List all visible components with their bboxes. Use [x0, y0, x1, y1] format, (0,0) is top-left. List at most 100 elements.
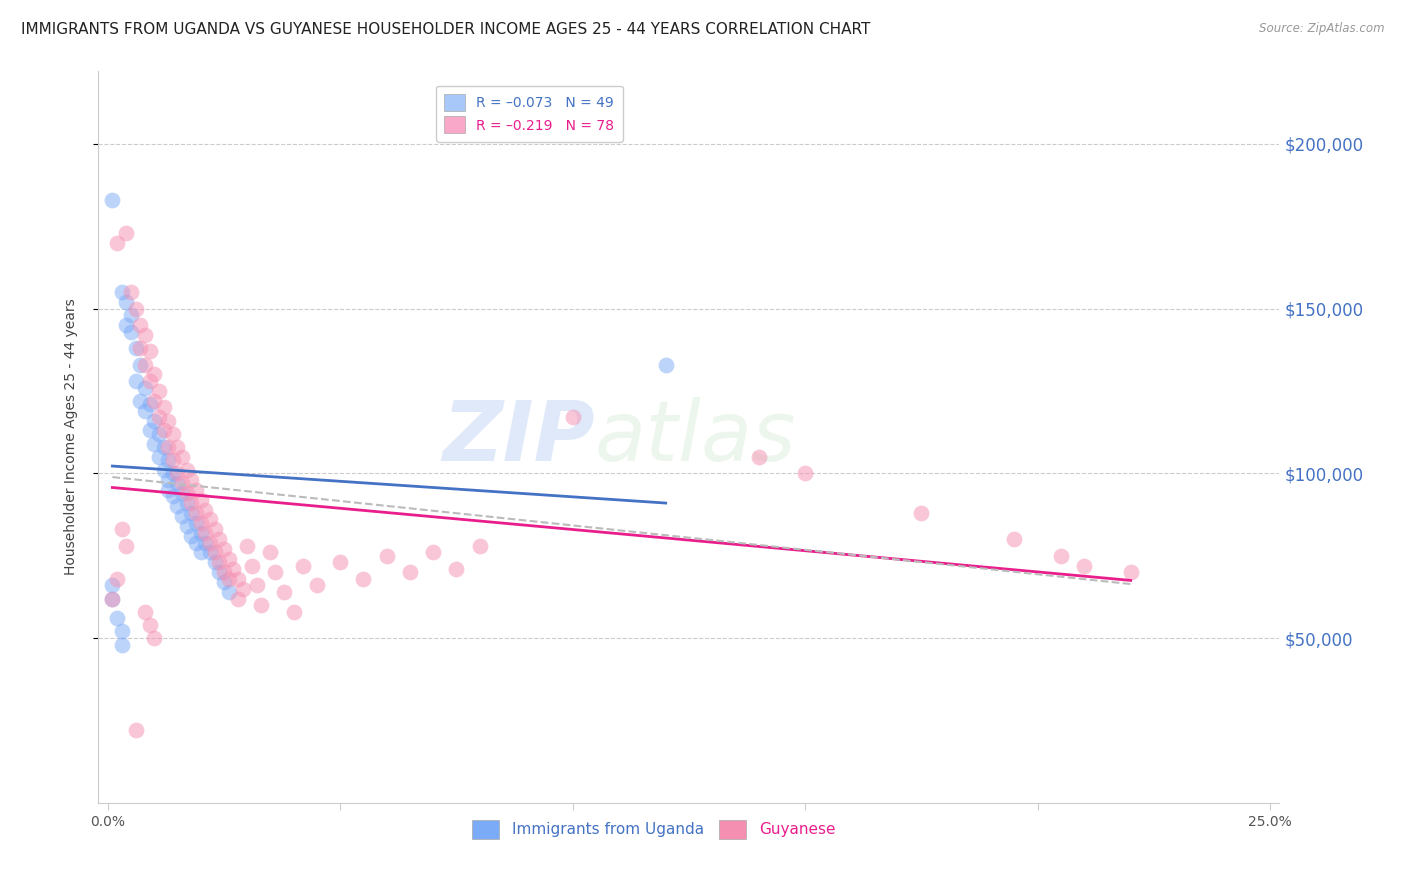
Point [138, 424, 160, 438]
Text: ZIP: ZIP [441, 397, 595, 477]
Point [176, 486, 198, 500]
Point [129, 358, 152, 372]
Point [226, 572, 249, 586]
Point [148, 410, 170, 425]
Point [1050, 549, 1073, 563]
Point [190, 492, 212, 507]
Point [105, 235, 128, 250]
Point [468, 539, 491, 553]
Point [194, 502, 217, 516]
Point [180, 496, 202, 510]
Point [226, 591, 249, 606]
Point [134, 403, 156, 417]
Point [148, 450, 170, 464]
Point [101, 591, 124, 606]
Point [204, 545, 226, 559]
Point [124, 374, 146, 388]
Point [152, 424, 174, 438]
Point [218, 552, 240, 566]
Point [250, 598, 273, 612]
Point [111, 624, 134, 639]
Point [101, 193, 124, 207]
Point [115, 539, 138, 553]
Point [134, 381, 156, 395]
Point [654, 358, 676, 372]
Point [152, 463, 174, 477]
Point [111, 522, 134, 536]
Text: atlas: atlas [595, 397, 796, 477]
Point [204, 522, 226, 536]
Point [143, 368, 166, 382]
Point [190, 525, 212, 540]
Point [198, 535, 221, 549]
Point [910, 506, 932, 520]
Point [129, 393, 152, 408]
Point [152, 401, 174, 415]
Point [129, 318, 152, 332]
Point [138, 374, 160, 388]
Point [162, 489, 184, 503]
Point [218, 572, 240, 586]
Point [138, 397, 160, 411]
Point [180, 473, 202, 487]
Y-axis label: Householder Income Ages 25 - 44 years: Householder Income Ages 25 - 44 years [63, 299, 77, 575]
Point [184, 516, 207, 530]
Point [115, 226, 138, 240]
Text: IMMIGRANTS FROM UGANDA VS GUYANESE HOUSEHOLDER INCOME AGES 25 - 44 YEARS CORRELA: IMMIGRANTS FROM UGANDA VS GUYANESE HOUSE… [21, 22, 870, 37]
Point [143, 414, 166, 428]
Point [176, 519, 198, 533]
Point [292, 558, 315, 573]
Point [105, 572, 128, 586]
Point [264, 565, 287, 579]
Point [166, 500, 188, 514]
Point [208, 533, 231, 547]
Point [172, 509, 194, 524]
Point [166, 476, 188, 491]
Point [212, 575, 235, 590]
Point [152, 440, 174, 454]
Point [124, 341, 146, 355]
Point [101, 578, 124, 592]
Point [157, 473, 180, 487]
Point [115, 318, 138, 332]
Point [184, 483, 207, 497]
Point [240, 558, 263, 573]
Point [794, 467, 817, 481]
Point [561, 410, 583, 425]
Text: Source: ZipAtlas.com: Source: ZipAtlas.com [1260, 22, 1385, 36]
Point [162, 453, 184, 467]
Point [208, 555, 231, 569]
Point [1073, 558, 1095, 573]
Point [184, 535, 207, 549]
Point [134, 358, 156, 372]
Point [218, 585, 240, 599]
Point [212, 565, 235, 579]
Point [194, 525, 217, 540]
Point [422, 545, 444, 559]
Point [176, 463, 198, 477]
Point [111, 285, 134, 299]
Point [305, 578, 328, 592]
Point [124, 723, 146, 738]
Point [748, 450, 770, 464]
Point [111, 638, 134, 652]
Point [120, 308, 142, 322]
Point [129, 341, 152, 355]
Point [157, 414, 180, 428]
Point [194, 535, 217, 549]
Point [143, 631, 166, 645]
Point [157, 440, 180, 454]
Point [283, 605, 305, 619]
Point [166, 440, 188, 454]
Point [190, 545, 212, 559]
Point [180, 506, 202, 520]
Point [143, 436, 166, 450]
Legend: Immigrants from Uganda, Guyanese: Immigrants from Uganda, Guyanese [464, 813, 842, 847]
Point [273, 585, 295, 599]
Point [124, 301, 146, 316]
Point [245, 578, 267, 592]
Point [138, 344, 160, 359]
Point [259, 545, 281, 559]
Point [198, 512, 221, 526]
Point [232, 582, 254, 596]
